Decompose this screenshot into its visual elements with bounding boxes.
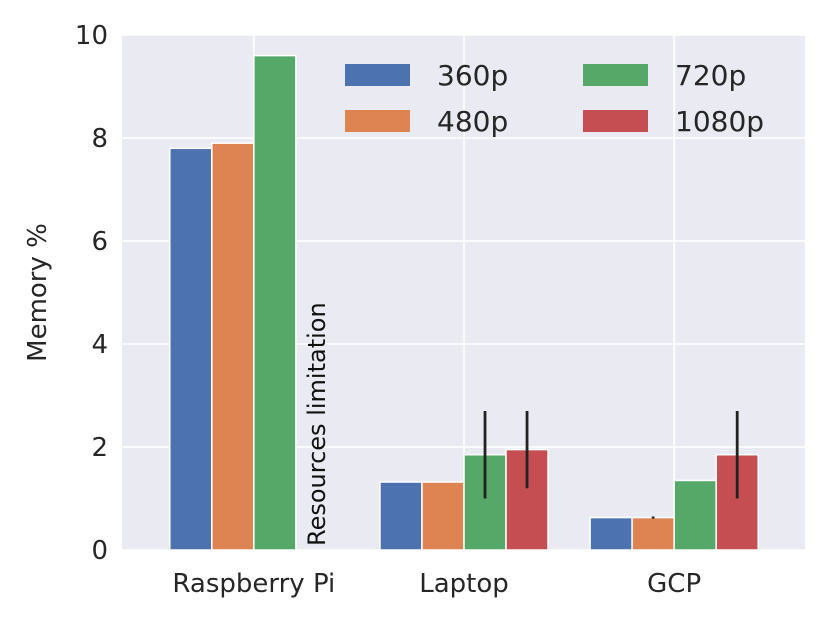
y-tick-label: 10: [75, 21, 108, 51]
bar-360p-gcp: [589, 516, 633, 551]
legend-swatch-360p: [345, 64, 410, 86]
y-tick-label: 4: [91, 330, 108, 360]
bar-480p-laptop: [421, 481, 465, 551]
bar-480p-gcp: [631, 516, 675, 551]
y-tick-label: 8: [91, 124, 108, 154]
y-tick-labels: 0 2 4 6 8 10: [75, 21, 108, 566]
legend-swatch-480p: [345, 110, 410, 132]
bar-720p-raspberry-pi: [253, 54, 297, 551]
y-tick-label: 2: [91, 433, 108, 463]
legend-label-480p: 480p: [437, 105, 508, 138]
y-axis-label: Memory %: [23, 223, 53, 362]
bar-480p-raspberry-pi: [211, 142, 255, 551]
y-tick-label: 6: [91, 227, 108, 257]
bars: [169, 54, 759, 551]
error-bars: [483, 410, 739, 519]
bar-360p-raspberry-pi: [169, 147, 213, 551]
legend: 360p 480p 720p 1080p: [345, 59, 764, 138]
bar-720p-gcp: [673, 479, 717, 551]
x-tick-labels: Raspberry Pi Laptop GCP: [172, 569, 701, 599]
y-tick-label: 0: [91, 536, 108, 566]
annotation-resources-limitation: Resources limitation: [303, 302, 331, 546]
legend-label-1080p: 1080p: [675, 105, 764, 138]
x-tick-label: Raspberry Pi: [172, 569, 335, 599]
legend-label-720p: 720p: [675, 59, 746, 92]
bar-360p-laptop: [379, 481, 423, 551]
legend-swatch-1080p: [583, 110, 648, 132]
x-tick-label: GCP: [647, 569, 701, 599]
legend-label-360p: 360p: [437, 59, 508, 92]
x-tick-label: Laptop: [419, 569, 509, 599]
legend-swatch-720p: [583, 64, 648, 86]
